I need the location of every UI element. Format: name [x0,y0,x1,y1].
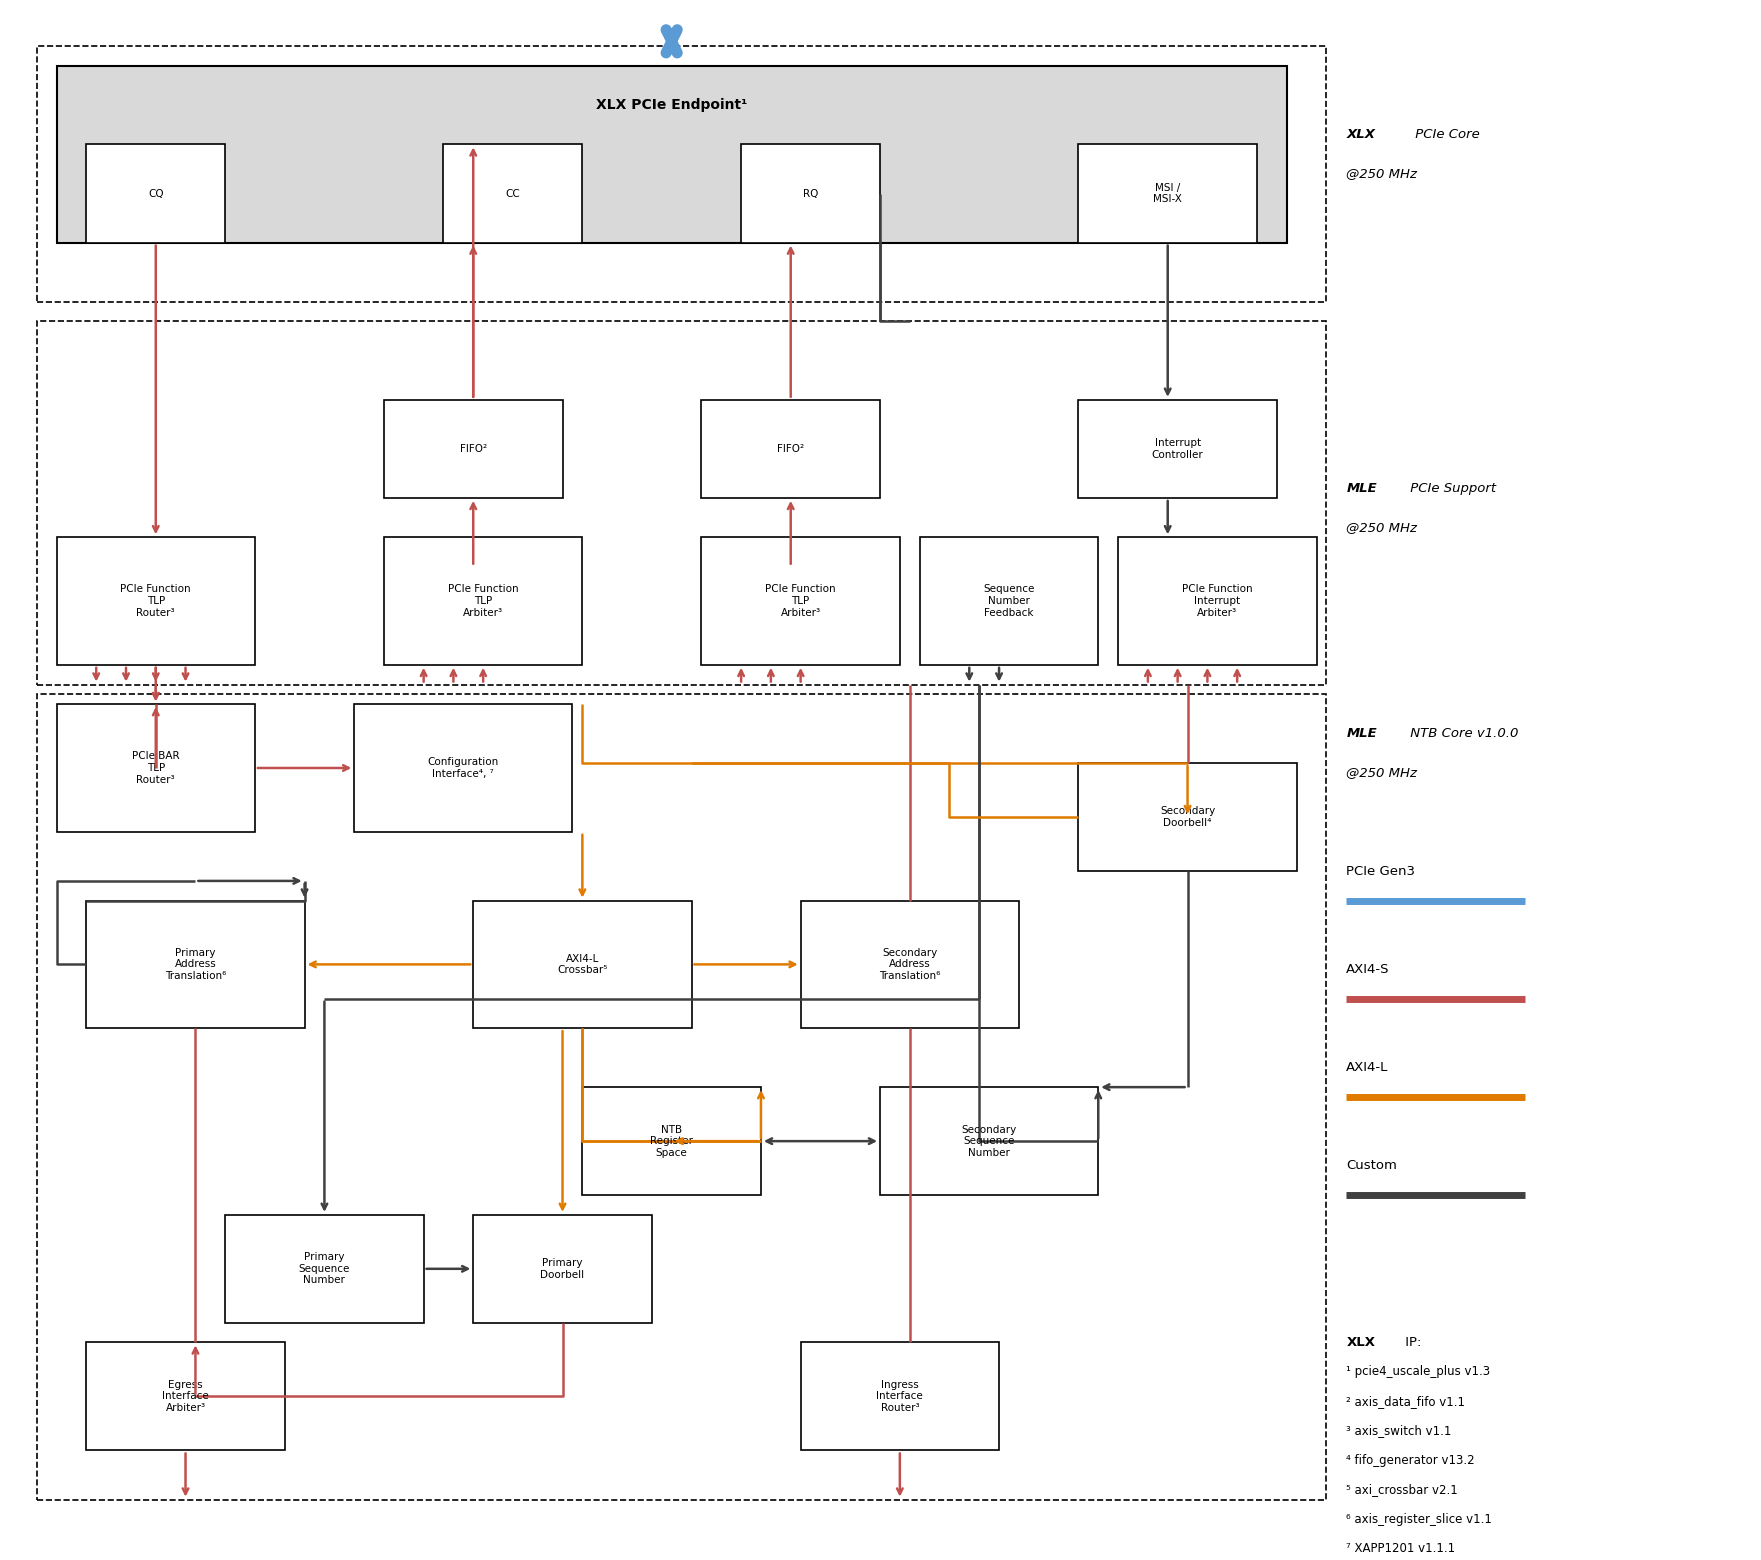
Text: XLX: XLX [1347,1335,1375,1349]
Text: PCIe Function
Interrupt
Arbiter³: PCIe Function Interrupt Arbiter³ [1182,585,1252,618]
Text: RQ: RQ [803,189,819,198]
Bar [1078,763,1296,870]
Text: CC: CC [505,189,519,198]
Text: PCIe Core: PCIe Core [1411,128,1479,140]
Text: CQ: CQ [148,189,164,198]
Text: AXI4-L: AXI4-L [1347,1061,1389,1073]
Text: Primary
Address
Translation⁶: Primary Address Translation⁶ [166,948,225,981]
Text: ⁷ XAPP1201 v1.1.1: ⁷ XAPP1201 v1.1.1 [1347,1543,1455,1555]
Text: ⁴ fifo_generator v13.2: ⁴ fifo_generator v13.2 [1347,1454,1476,1466]
Text: AXI4-L
Crossbar⁵: AXI4-L Crossbar⁵ [556,953,608,975]
Text: FIFO²: FIFO² [460,445,486,454]
Bar [86,1343,285,1451]
Bar [37,47,1326,301]
Text: PCIe Support: PCIe Support [1405,482,1495,495]
Text: @250 MHz: @250 MHz [1347,766,1418,780]
Bar [1078,399,1277,498]
Text: Custom: Custom [1347,1159,1396,1172]
Text: @250 MHz: @250 MHz [1347,521,1418,534]
Text: Secondary
Sequence
Number: Secondary Sequence Number [962,1125,1016,1158]
Text: IP:: IP: [1400,1335,1421,1349]
Bar [801,900,1020,1028]
Bar [919,537,1099,665]
Bar [37,694,1326,1499]
Text: FIFO²: FIFO² [777,445,805,454]
Bar [354,704,572,831]
Bar [741,145,880,243]
Bar [880,1087,1099,1195]
Text: PCIe Function
TLP
Arbiter³: PCIe Function TLP Arbiter³ [447,585,518,618]
Text: AXI4-S: AXI4-S [1347,963,1389,977]
Bar [801,1343,998,1451]
Bar [56,537,255,665]
Bar [583,1087,761,1195]
Text: Secondary
Address
Translation⁶: Secondary Address Translation⁶ [879,948,940,981]
Text: NTB
Register
Space: NTB Register Space [650,1125,694,1158]
Text: NTB Core v1.0.0: NTB Core v1.0.0 [1405,727,1518,739]
Text: ¹ pcie4_uscale_plus v1.3: ¹ pcie4_uscale_plus v1.3 [1347,1365,1490,1379]
Text: XLX: XLX [1347,128,1375,140]
Bar [384,399,562,498]
Bar [1078,145,1257,243]
Text: Secondary
Doorbell⁴: Secondary Doorbell⁴ [1160,807,1215,828]
Bar [37,321,1326,685]
Text: Sequence
Number
Feedback: Sequence Number Feedback [983,585,1035,618]
Text: XLX PCIe Endpoint¹: XLX PCIe Endpoint¹ [595,98,747,112]
Text: Ingress
Interface
Router³: Ingress Interface Router³ [877,1381,923,1413]
Bar [444,145,583,243]
Bar [86,145,225,243]
Text: Primary
Sequence
Number: Primary Sequence Number [299,1253,350,1285]
Bar [701,537,900,665]
Text: Egress
Interface
Arbiter³: Egress Interface Arbiter³ [162,1381,210,1413]
Text: PCIe BAR
TLP
Router³: PCIe BAR TLP Router³ [132,752,180,785]
Text: MLE: MLE [1347,482,1377,495]
Bar [701,399,880,498]
Text: MSI /
MSI-X: MSI / MSI-X [1153,183,1182,204]
Text: ² axis_data_fifo v1.1: ² axis_data_fifo v1.1 [1347,1395,1465,1407]
Text: @250 MHz: @250 MHz [1347,167,1418,181]
Bar [1118,537,1317,665]
Bar [384,537,583,665]
Text: Primary
Doorbell: Primary Doorbell [541,1257,585,1279]
Bar [86,900,305,1028]
Bar [56,704,255,831]
Text: Configuration
Interface⁴, ⁷: Configuration Interface⁴, ⁷ [428,757,498,778]
Text: PCIe Gen3: PCIe Gen3 [1347,864,1416,878]
Text: MLE: MLE [1347,727,1377,739]
Bar [474,1215,652,1323]
Text: ³ axis_switch v1.1: ³ axis_switch v1.1 [1347,1424,1451,1437]
Text: PCIe Function
TLP
Arbiter³: PCIe Function TLP Arbiter³ [766,585,836,618]
Text: PCIe Function
TLP
Router³: PCIe Function TLP Router³ [120,585,192,618]
Text: ⁵ axi_crossbar v2.1: ⁵ axi_crossbar v2.1 [1347,1484,1458,1496]
Text: Interrupt
Controller: Interrupt Controller [1152,438,1203,460]
Bar [474,900,692,1028]
Bar [56,66,1287,243]
Bar [225,1215,424,1323]
Text: ⁶ axis_register_slice v1.1: ⁶ axis_register_slice v1.1 [1347,1513,1492,1526]
